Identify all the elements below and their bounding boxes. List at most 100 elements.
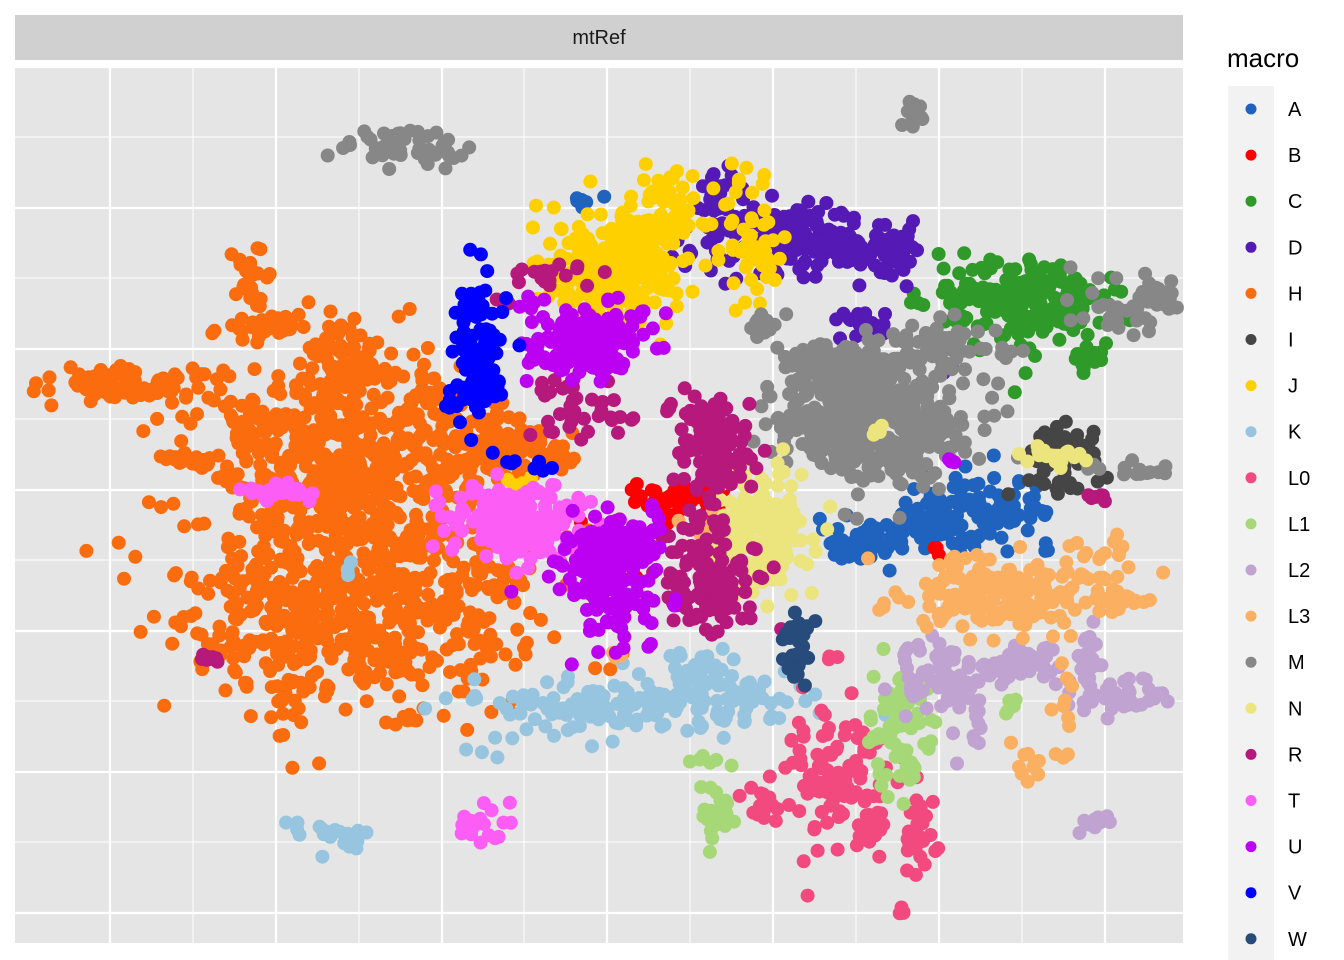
data-point bbox=[1004, 501, 1019, 516]
data-point bbox=[260, 270, 275, 285]
data-point bbox=[997, 586, 1012, 601]
data-point bbox=[904, 295, 918, 310]
data-point bbox=[1117, 467, 1131, 482]
data-point bbox=[777, 349, 792, 364]
data-point bbox=[451, 684, 466, 699]
data-point bbox=[858, 407, 873, 422]
data-point bbox=[1065, 679, 1079, 693]
data-point bbox=[1012, 616, 1027, 631]
data-point bbox=[906, 689, 921, 704]
data-point bbox=[835, 228, 850, 243]
data-point bbox=[911, 352, 926, 367]
data-point bbox=[332, 824, 347, 839]
data-point bbox=[597, 189, 612, 204]
data-point bbox=[757, 325, 772, 340]
data-point bbox=[301, 449, 316, 464]
data-point bbox=[800, 404, 815, 419]
data-point bbox=[834, 459, 849, 474]
data-point bbox=[948, 538, 963, 553]
data-point bbox=[1080, 327, 1095, 342]
data-point bbox=[224, 247, 239, 262]
data-point bbox=[965, 569, 980, 584]
data-point bbox=[830, 541, 845, 556]
data-point bbox=[164, 384, 179, 398]
data-point bbox=[1058, 476, 1073, 491]
data-point bbox=[258, 583, 273, 598]
data-point bbox=[188, 606, 203, 621]
data-point bbox=[141, 495, 156, 510]
data-point bbox=[291, 307, 306, 322]
data-point bbox=[882, 440, 897, 455]
data-point bbox=[519, 635, 534, 650]
data-point bbox=[1071, 648, 1086, 663]
data-point bbox=[988, 282, 1003, 297]
data-point bbox=[286, 674, 301, 688]
data-point bbox=[742, 600, 757, 615]
data-point bbox=[375, 544, 389, 559]
data-point bbox=[713, 391, 728, 406]
data-point bbox=[693, 455, 707, 470]
data-point bbox=[666, 472, 681, 487]
data-point bbox=[792, 804, 807, 819]
series-k bbox=[279, 555, 893, 864]
data-point bbox=[887, 415, 902, 430]
data-point bbox=[1004, 297, 1019, 312]
data-point bbox=[780, 412, 795, 427]
data-point bbox=[1138, 266, 1153, 281]
data-point bbox=[680, 433, 695, 448]
data-point bbox=[650, 246, 665, 261]
data-point bbox=[946, 726, 960, 741]
data-point bbox=[310, 574, 325, 588]
data-point bbox=[460, 722, 475, 737]
data-point bbox=[433, 447, 448, 462]
data-point bbox=[270, 610, 285, 625]
data-point bbox=[351, 479, 366, 494]
data-point bbox=[587, 256, 602, 271]
data-point bbox=[784, 588, 799, 603]
data-point bbox=[276, 728, 291, 742]
data-point bbox=[721, 196, 736, 211]
data-point bbox=[317, 427, 332, 442]
data-point bbox=[784, 732, 799, 747]
data-point bbox=[814, 381, 829, 396]
data-point bbox=[654, 719, 669, 734]
data-point bbox=[593, 207, 608, 222]
data-point bbox=[866, 669, 881, 684]
data-point bbox=[380, 484, 395, 499]
data-point bbox=[976, 262, 991, 277]
data-point bbox=[443, 590, 458, 605]
data-point bbox=[357, 676, 372, 691]
data-point bbox=[818, 406, 833, 421]
data-point bbox=[352, 438, 367, 453]
data-point bbox=[350, 834, 365, 849]
data-point bbox=[1091, 271, 1106, 286]
data-point bbox=[886, 228, 901, 243]
data-point bbox=[840, 780, 855, 795]
data-point bbox=[850, 487, 865, 502]
data-point bbox=[512, 411, 527, 426]
data-point bbox=[794, 221, 809, 236]
data-point bbox=[265, 524, 280, 539]
data-point bbox=[127, 373, 142, 388]
data-point bbox=[933, 614, 948, 629]
data-point bbox=[926, 427, 941, 442]
data-point bbox=[257, 567, 272, 581]
data-point bbox=[976, 516, 991, 531]
data-point bbox=[552, 705, 567, 720]
data-point bbox=[382, 162, 397, 176]
data-point bbox=[1062, 539, 1077, 553]
data-point bbox=[696, 179, 710, 194]
data-point bbox=[948, 428, 963, 443]
data-point bbox=[305, 361, 320, 376]
data-point bbox=[464, 414, 479, 429]
data-point bbox=[538, 719, 553, 734]
data-point bbox=[672, 693, 687, 708]
data-point bbox=[1004, 735, 1018, 750]
data-point bbox=[669, 299, 684, 314]
data-point bbox=[459, 454, 474, 469]
data-point bbox=[1010, 578, 1025, 593]
data-point bbox=[727, 814, 741, 829]
data-point bbox=[79, 543, 94, 558]
data-point bbox=[855, 471, 870, 486]
data-point bbox=[560, 284, 575, 299]
